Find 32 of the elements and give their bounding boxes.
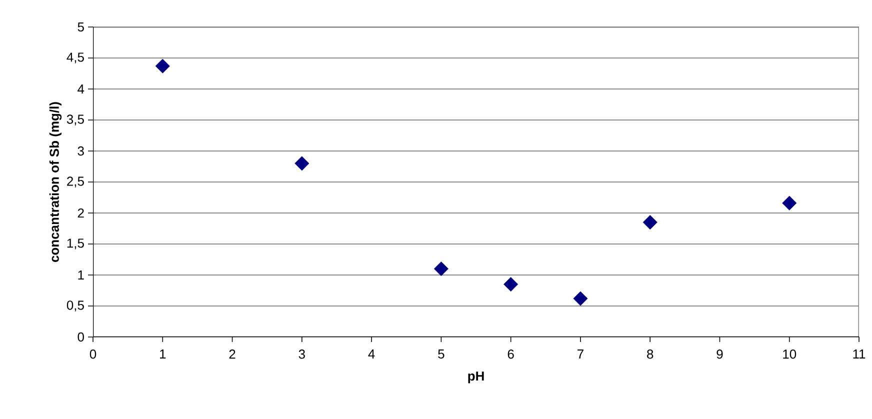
y-tick-label: 4: [78, 84, 84, 94]
point: [642, 215, 658, 230]
x-tick-label: 10: [783, 350, 796, 359]
y-tick-label: 0: [78, 332, 84, 342]
x-tick-label: 1: [160, 350, 166, 358]
x-tick-label: 11: [853, 350, 866, 358]
point: [504, 277, 518, 292]
y-tick-label: 3,5: [66, 114, 84, 126]
point: [573, 291, 588, 306]
y-axis-title: concantration of Sb (mg/l): [49, 102, 62, 262]
y-tick-label: 0,5: [66, 300, 84, 312]
point: [155, 58, 170, 74]
x-tick-label: 6: [508, 350, 514, 359]
y-tick-label: 3: [78, 146, 84, 156]
x-tick-label: 3: [298, 350, 305, 359]
y-tick-label: 1,5: [67, 238, 84, 250]
y-tick-label: 5: [78, 22, 84, 32]
x-axis-title: pH: [468, 372, 484, 384]
x-tick-label: 2: [229, 350, 236, 359]
x-tick-label: 5: [438, 350, 444, 359]
y-tick-label: 4,5: [66, 52, 84, 64]
x-tick-label: 7: [578, 350, 584, 358]
point: [294, 156, 310, 171]
x-tick-label: 9: [716, 350, 723, 359]
y-tick-label: 1: [78, 270, 84, 280]
y-tick-label: 2,5: [67, 176, 84, 188]
point: [434, 262, 448, 276]
x-tick-label: 8: [647, 350, 654, 359]
x-tick-label: 0: [90, 350, 96, 359]
point: [782, 196, 797, 210]
y-tick-label: 2: [78, 208, 84, 218]
x-tick-label: 4: [368, 350, 375, 358]
